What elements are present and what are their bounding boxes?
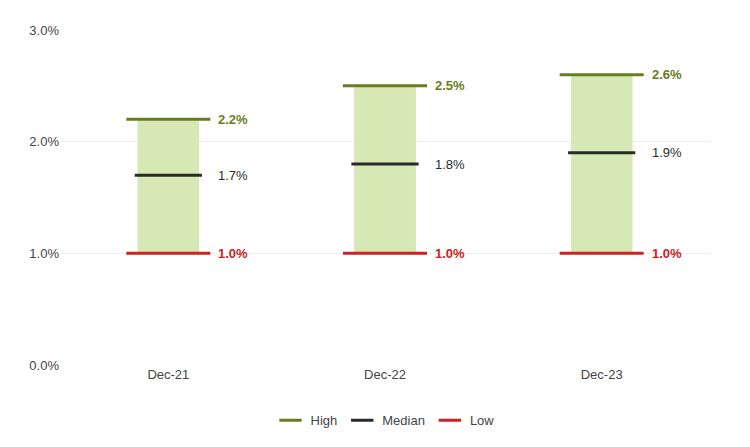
svg-text:1.0%: 1.0% <box>218 246 248 261</box>
svg-text:Median: Median <box>382 413 425 428</box>
svg-text:Dec-22: Dec-22 <box>364 367 406 382</box>
svg-text:0.0%: 0.0% <box>29 358 59 373</box>
svg-text:2.6%: 2.6% <box>652 67 682 82</box>
svg-text:3.0%: 3.0% <box>29 23 59 38</box>
svg-text:1.9%: 1.9% <box>652 145 682 160</box>
svg-text:2.0%: 2.0% <box>29 134 59 149</box>
svg-text:Low: Low <box>470 413 494 428</box>
svg-text:2.5%: 2.5% <box>435 78 465 93</box>
svg-text:1.7%: 1.7% <box>218 168 248 183</box>
svg-text:Dec-23: Dec-23 <box>581 367 623 382</box>
svg-text:High: High <box>311 413 338 428</box>
svg-text:2.2%: 2.2% <box>218 112 248 127</box>
svg-text:1.8%: 1.8% <box>435 157 465 172</box>
svg-text:1.0%: 1.0% <box>652 246 682 261</box>
svg-text:1.0%: 1.0% <box>29 246 59 261</box>
svg-text:Dec-21: Dec-21 <box>147 367 189 382</box>
svg-text:1.0%: 1.0% <box>435 246 465 261</box>
